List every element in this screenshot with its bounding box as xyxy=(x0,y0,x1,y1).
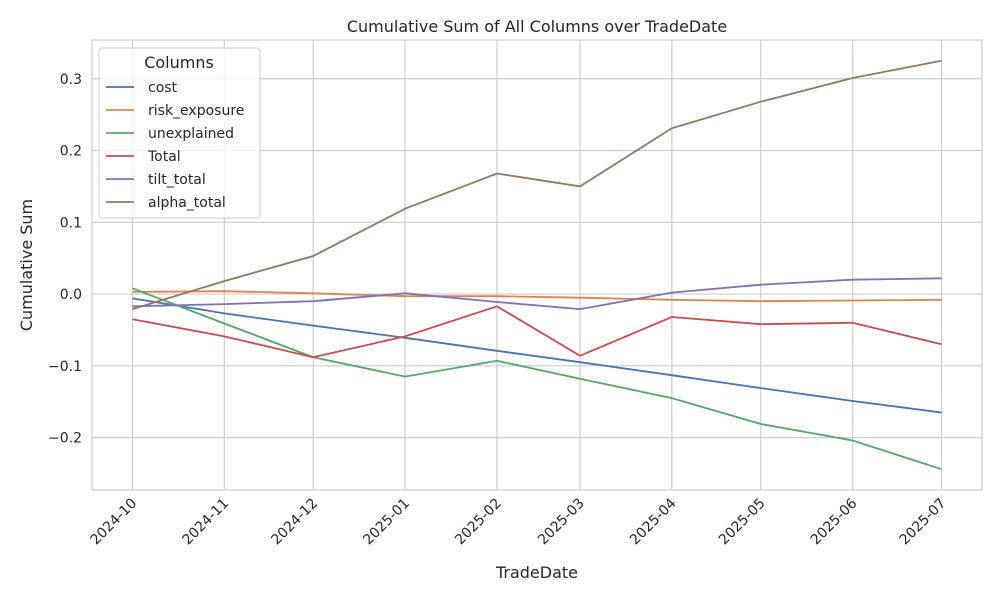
plot-frame xyxy=(91,39,983,491)
x-tick-label: 2025-01 xyxy=(360,496,413,549)
legend-entry: unexplained xyxy=(148,126,234,142)
series-line-cost xyxy=(132,297,942,414)
series-line-risk_exposure xyxy=(132,290,942,303)
x-tick-labels: 2024-10 2024-11 2024-12 2025-01 2025-02 2025-… xyxy=(88,495,950,548)
y-tick-labels: −0.2 −0.1 0.0 0.1 0.2 0.3 xyxy=(48,72,82,447)
y-axis-label: Cumulative Sum xyxy=(17,199,36,331)
x-axis-label: TradeDate xyxy=(495,563,578,582)
legend-entry: Total xyxy=(147,149,181,165)
series-line-alpha_total xyxy=(132,59,942,310)
series-line-tilt_total xyxy=(132,277,942,311)
x-tick-label: 2025-03 xyxy=(535,496,588,549)
series-lines xyxy=(132,59,942,471)
y-tick-label: −0.1 xyxy=(48,359,82,375)
y-tick-label: 0.2 xyxy=(60,144,82,160)
x-tick-label: 2025-07 xyxy=(897,496,950,549)
legend-box xyxy=(98,47,261,219)
chart-title: Cumulative Sum of All Columns over Trade… xyxy=(347,17,727,36)
legend-entry: cost xyxy=(148,80,178,96)
x-tick-label: 2025-06 xyxy=(808,495,861,548)
x-tick-label: 2025-05 xyxy=(716,496,769,549)
y-tick-label: 0.0 xyxy=(60,287,82,303)
series-line-Total xyxy=(132,305,942,359)
y-tick-label: 0.3 xyxy=(60,72,82,88)
series-line-unexplained xyxy=(132,287,942,471)
legend: Columns cost risk_exposure unexplained Tota… xyxy=(98,47,261,219)
x-tick-label: 2024-10 xyxy=(88,496,141,549)
y-tick-label: −0.2 xyxy=(48,431,82,447)
x-tick-label: 2024-12 xyxy=(268,496,321,549)
x-tick-label: 2025-04 xyxy=(627,495,680,548)
x-tick-label: 2024-11 xyxy=(179,496,232,549)
legend-entry: alpha_total xyxy=(148,195,226,211)
legend-entry: tilt_total xyxy=(148,172,206,188)
x-tick-label: 2025-02 xyxy=(452,496,505,549)
legend-entry: risk_exposure xyxy=(148,103,244,119)
y-tick-label: 0.1 xyxy=(60,215,82,231)
legend-title: Columns xyxy=(144,53,214,72)
